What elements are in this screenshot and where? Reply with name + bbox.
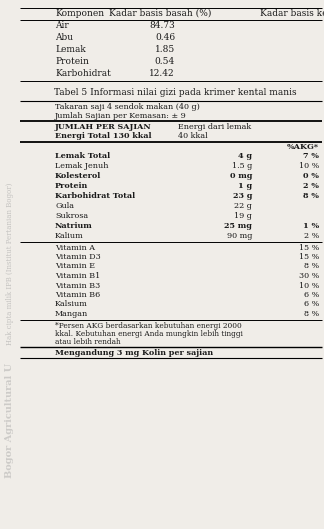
- Text: Mengandung 3 mg Kolin per sajian: Mengandung 3 mg Kolin per sajian: [55, 349, 213, 357]
- Text: 22 g: 22 g: [234, 202, 252, 210]
- Text: 2 %: 2 %: [303, 182, 319, 190]
- Text: Kalium: Kalium: [55, 232, 84, 240]
- Text: 0 mg: 0 mg: [230, 172, 252, 180]
- Text: *Persen AKG berdasarkan kebutuhan energi 2000: *Persen AKG berdasarkan kebutuhan energi…: [55, 322, 242, 330]
- Text: 19 g: 19 g: [234, 212, 252, 220]
- Text: 6 %: 6 %: [304, 300, 319, 308]
- Text: 4 g: 4 g: [238, 152, 252, 160]
- Text: Sukrosa: Sukrosa: [55, 212, 88, 220]
- Text: 8 %: 8 %: [303, 192, 319, 200]
- Text: Vitamin B6: Vitamin B6: [55, 291, 100, 299]
- Text: Vitamin A: Vitamin A: [55, 243, 95, 251]
- Text: %AKG*: %AKG*: [287, 143, 319, 151]
- Text: JUMLAH PER SAJIAN: JUMLAH PER SAJIAN: [55, 123, 152, 131]
- Text: 6 %: 6 %: [304, 291, 319, 299]
- Text: Jumlah Sajian per Kemasan: ± 9: Jumlah Sajian per Kemasan: ± 9: [55, 112, 187, 120]
- Text: 1.85: 1.85: [155, 45, 175, 54]
- Text: Abu: Abu: [55, 33, 73, 42]
- Text: 23 g: 23 g: [233, 192, 252, 200]
- Text: 90 mg: 90 mg: [226, 232, 252, 240]
- Text: Kadar basis basah (%): Kadar basis basah (%): [109, 9, 211, 18]
- Text: 25 mg: 25 mg: [224, 222, 252, 230]
- Text: Tabel 5 Informasi nilai gizi pada krimer kental manis: Tabel 5 Informasi nilai gizi pada krimer…: [54, 88, 296, 97]
- Text: 0.46: 0.46: [155, 33, 175, 42]
- Text: 15 %: 15 %: [299, 243, 319, 251]
- Text: Takaran saji 4 sendok makan (40 g): Takaran saji 4 sendok makan (40 g): [55, 103, 200, 111]
- Text: Lemak Total: Lemak Total: [55, 152, 110, 160]
- Text: 8 %: 8 %: [304, 310, 319, 318]
- Text: 10 %: 10 %: [299, 162, 319, 170]
- Text: Kolesterol: Kolesterol: [55, 172, 101, 180]
- Text: Bogor Agricultural U: Bogor Agricultural U: [6, 362, 15, 478]
- Text: 1 g: 1 g: [238, 182, 252, 190]
- Text: Energi Total 130 kkal: Energi Total 130 kkal: [55, 132, 152, 140]
- Text: 30 %: 30 %: [299, 272, 319, 280]
- Text: Energi dari lemak: Energi dari lemak: [178, 123, 251, 131]
- Text: Vitamin E: Vitamin E: [55, 262, 95, 270]
- Text: kkal. Kebutuhan energi Anda mungkin lebih tinggi: kkal. Kebutuhan energi Anda mungkin lebi…: [55, 330, 243, 338]
- Text: Protein: Protein: [55, 182, 88, 190]
- Text: Hak cipta milik IPB (Institut Pertanian Bogor): Hak cipta milik IPB (Institut Pertanian …: [6, 183, 14, 345]
- Text: 10 %: 10 %: [299, 281, 319, 289]
- Text: 12.42: 12.42: [149, 69, 175, 78]
- Text: Kadar basis kering: Kadar basis kering: [260, 9, 324, 18]
- Text: atau lebih rendah: atau lebih rendah: [55, 339, 121, 346]
- Text: 0 %: 0 %: [303, 172, 319, 180]
- Text: 1.5 g: 1.5 g: [232, 162, 252, 170]
- Text: Vitamin D3: Vitamin D3: [55, 253, 101, 261]
- Text: Mangan: Mangan: [55, 310, 88, 318]
- Text: Komponen: Komponen: [55, 9, 104, 18]
- Text: Vitamin B3: Vitamin B3: [55, 281, 100, 289]
- Text: 84.73: 84.73: [149, 21, 175, 30]
- Text: 40 kkal: 40 kkal: [178, 132, 208, 140]
- Text: Karbohidrat Total: Karbohidrat Total: [55, 192, 135, 200]
- Text: 8 %: 8 %: [304, 262, 319, 270]
- Text: 2 %: 2 %: [304, 232, 319, 240]
- Text: Air: Air: [55, 21, 69, 30]
- Text: Karbohidrat: Karbohidrat: [55, 69, 111, 78]
- Text: 1 %: 1 %: [303, 222, 319, 230]
- Text: 0.54: 0.54: [155, 57, 175, 66]
- Text: Gula: Gula: [55, 202, 74, 210]
- Text: Lemak: Lemak: [55, 45, 86, 54]
- Text: 7 %: 7 %: [303, 152, 319, 160]
- Text: Lemak Jenuh: Lemak Jenuh: [55, 162, 109, 170]
- Text: Vitamin B1: Vitamin B1: [55, 272, 100, 280]
- Text: 15 %: 15 %: [299, 253, 319, 261]
- Text: Kalsium: Kalsium: [55, 300, 88, 308]
- Text: Protein: Protein: [55, 57, 89, 66]
- Text: Natrium: Natrium: [55, 222, 93, 230]
